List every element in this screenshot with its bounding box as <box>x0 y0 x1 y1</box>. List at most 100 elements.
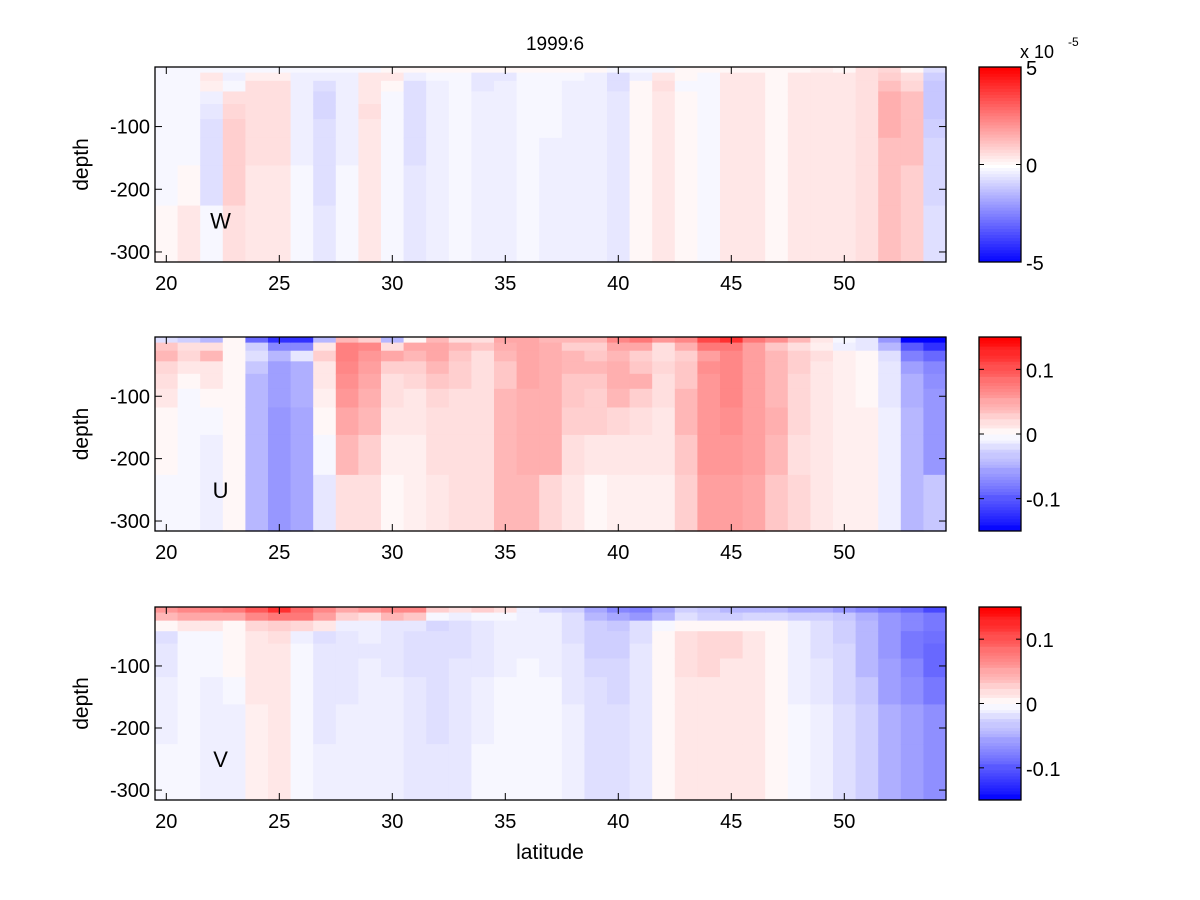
heatmap-cell <box>923 137 947 167</box>
heatmap-cell <box>245 205 269 263</box>
heatmap-cell <box>222 373 246 390</box>
colorbar-band <box>979 394 1021 399</box>
heatmap-cell <box>810 80 834 93</box>
colorbar-band <box>979 512 1021 517</box>
heatmap-cell <box>426 80 450 93</box>
colorbar-band <box>979 766 1021 771</box>
y-tick-label: -200 <box>110 449 150 471</box>
heatmap-cell <box>494 744 518 801</box>
heatmap-cell <box>607 677 631 706</box>
heatmap-cell <box>629 205 653 263</box>
heatmap-cell <box>448 631 472 645</box>
heatmap-cell <box>742 72 766 82</box>
colorbar-band <box>979 198 1021 202</box>
heatmap-cell <box>471 91 495 105</box>
heatmap-cell <box>177 67 201 74</box>
heatmap-cell <box>177 165 201 207</box>
colorbar-band <box>979 748 1021 753</box>
heatmap-cell <box>742 407 766 436</box>
y-axis-label: depth <box>70 138 93 191</box>
heatmap-cell <box>245 620 269 632</box>
heatmap-cell <box>426 631 450 645</box>
heatmap-cell <box>516 337 540 344</box>
heatmap-cell <box>787 103 811 120</box>
heatmap-cell <box>471 607 495 614</box>
heatmap-cell <box>855 165 879 207</box>
heatmap-cell <box>335 643 359 660</box>
heatmap-cell <box>629 361 653 375</box>
heatmap-cell <box>923 361 947 375</box>
heatmap-cell <box>313 388 337 409</box>
heatmap-cell <box>878 658 902 678</box>
heatmap-cell <box>539 91 563 105</box>
heatmap-cell <box>448 607 472 614</box>
heatmap-cell <box>878 620 902 632</box>
heatmap-cell <box>629 607 653 614</box>
heatmap-cell <box>268 434 292 476</box>
colorbar-band <box>979 742 1021 747</box>
heatmap-cell <box>494 137 518 167</box>
colorbar: 0.1 0 -0.1 <box>978 336 1060 532</box>
colorbar-band <box>979 79 1021 83</box>
heatmap-cell <box>403 620 427 632</box>
heatmap-cell <box>222 80 246 93</box>
colorbar-band <box>979 167 1021 172</box>
heatmap-cell <box>629 620 653 632</box>
heatmap-cell <box>268 643 292 660</box>
heatmap-cell <box>290 631 314 645</box>
heatmap-cell <box>833 373 857 390</box>
heatmap-cell <box>629 373 653 390</box>
colorbar-band <box>979 421 1021 426</box>
heatmap-cell <box>561 91 585 105</box>
heatmap-cell <box>200 103 224 120</box>
heatmap-cell <box>833 643 857 660</box>
heatmap-cell <box>674 607 698 614</box>
heatmap-cell <box>878 373 902 390</box>
heatmap-cell <box>833 612 857 622</box>
heatmap-cell <box>584 91 608 105</box>
heatmap-cell <box>448 67 472 74</box>
heatmap-cell <box>381 91 405 105</box>
heatmap-cell <box>607 91 631 105</box>
colorbar-band <box>979 237 1021 242</box>
colorbar-band <box>979 88 1021 92</box>
heatmap-cell <box>222 361 246 375</box>
heatmap-cell <box>720 119 744 139</box>
heatmap-cell <box>674 631 698 645</box>
heatmap-cell <box>561 607 585 614</box>
heatmap-cell <box>245 677 269 706</box>
heatmap-cell <box>358 119 382 139</box>
heatmap-cell <box>561 350 585 362</box>
heatmap-cell <box>313 342 337 352</box>
heatmap-cell <box>900 388 924 409</box>
colorbar-band <box>979 121 1021 126</box>
heatmap-cell <box>381 373 405 390</box>
heatmap-cell <box>177 607 201 614</box>
heatmap-cell <box>426 434 450 476</box>
heatmap-cell <box>268 350 292 362</box>
heatmap-cell <box>335 631 359 645</box>
heatmap-cell <box>765 643 789 660</box>
heatmap-cell <box>810 72 834 82</box>
heatmap-cell <box>335 67 359 74</box>
heatmap-cell <box>403 72 427 82</box>
heatmap-cell <box>584 165 608 207</box>
heatmap-cell <box>290 607 314 614</box>
heatmap-cell <box>313 744 337 801</box>
heatmap-cell <box>516 165 540 207</box>
heatmap-cell <box>833 137 857 167</box>
heatmap-cell <box>155 643 179 660</box>
colorbar-band <box>979 730 1021 735</box>
heatmap-cell <box>268 103 292 120</box>
heatmap-cell <box>381 407 405 436</box>
heatmap-cell <box>561 337 585 344</box>
heatmap-cell <box>471 337 495 344</box>
colorbar-band <box>979 161 1021 165</box>
heatmap-cell <box>900 119 924 139</box>
heatmap-cell <box>833 205 857 263</box>
heatmap-cell <box>787 607 811 614</box>
heatmap-cell <box>900 137 924 167</box>
colorbar-band <box>979 103 1021 108</box>
heatmap-cell <box>855 137 879 167</box>
heatmap-cell <box>787 658 811 678</box>
